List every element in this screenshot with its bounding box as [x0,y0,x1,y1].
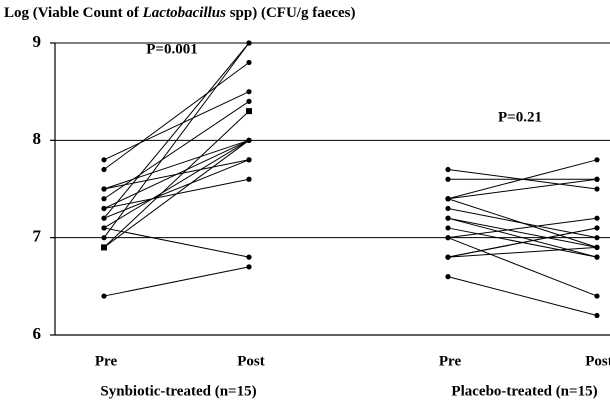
dot-marker [594,157,600,163]
dot-marker [246,98,252,104]
pair-line [447,159,598,200]
dot-marker [246,89,252,95]
title-part: spp) (CFU/g faeces) [226,5,356,21]
pair-line [447,227,598,258]
dot-marker [445,176,451,182]
dot-marker [101,244,107,250]
dot-marker [445,225,451,231]
pair-line [103,100,250,200]
dot-marker [594,225,600,231]
pair-line [103,266,250,297]
dot-marker [101,186,107,192]
pair-line [447,217,598,239]
pair-line [447,246,598,258]
pair-line [103,139,250,190]
dot-marker [445,274,451,280]
dot-marker [594,312,600,319]
dot-marker [246,176,252,182]
dot-marker [101,196,107,202]
y-tick-label: 8 [33,129,42,148]
dot-marker [445,205,451,212]
dot-marker [594,244,600,250]
dot-marker [101,205,107,212]
x-tick-label: Pre [95,353,118,369]
dot-marker [101,293,107,299]
y-tick-label: 6 [33,324,42,343]
group-label: Synbiotic-treated (n=15) [100,383,256,399]
pair-line [103,159,250,219]
dot-marker [246,137,252,143]
dot-marker [101,215,107,221]
pair-line [103,139,250,209]
dot-marker [101,235,107,241]
pair-line [447,237,598,297]
dot-marker [246,157,252,163]
square-marker [246,108,252,115]
pair-line [103,42,250,219]
pair-line [103,62,250,170]
dot-marker [101,166,107,173]
dot-marker [594,293,600,299]
x-tick-label: Post [585,353,610,369]
dot-marker [445,166,451,173]
x-tick-label: Post [237,353,265,369]
pair-line [103,91,250,161]
dot-marker [246,264,252,270]
x-tick-label: Pre [439,353,462,369]
dot-marker [101,225,107,231]
annotation: P=0.001 [146,41,197,57]
y-tick-label: 9 [33,32,42,51]
dot-marker [594,176,600,182]
pair-line [103,42,250,238]
dot-marker [594,254,600,260]
dot-marker [101,157,107,163]
y-tick-label: 7 [33,227,42,246]
dot-marker [445,235,451,241]
dot-marker [594,186,600,192]
dot-marker [445,254,451,260]
dot-marker [445,215,451,221]
annotation: P=0.21 [498,109,542,125]
dot-marker [246,59,252,66]
pair-line [447,217,598,248]
pair-line [447,217,598,258]
title-part: Log (Viable Count of [4,5,143,21]
pair-line [447,178,598,200]
pair-line [103,139,250,248]
group-label: Placebo-treated (n=15) [451,383,597,399]
dot-marker [594,215,600,221]
chart-title: Log (Viable Count of Lactobacillus spp) … [4,5,356,21]
dot-marker [246,40,252,46]
pair-line [447,276,598,317]
dot-marker [445,196,451,202]
pair-line [103,227,250,258]
title-part: Lactobacillus [142,5,226,21]
dot-marker [594,235,600,241]
dot-marker [246,254,252,260]
pair-line [103,139,250,229]
pair-line [103,110,250,248]
